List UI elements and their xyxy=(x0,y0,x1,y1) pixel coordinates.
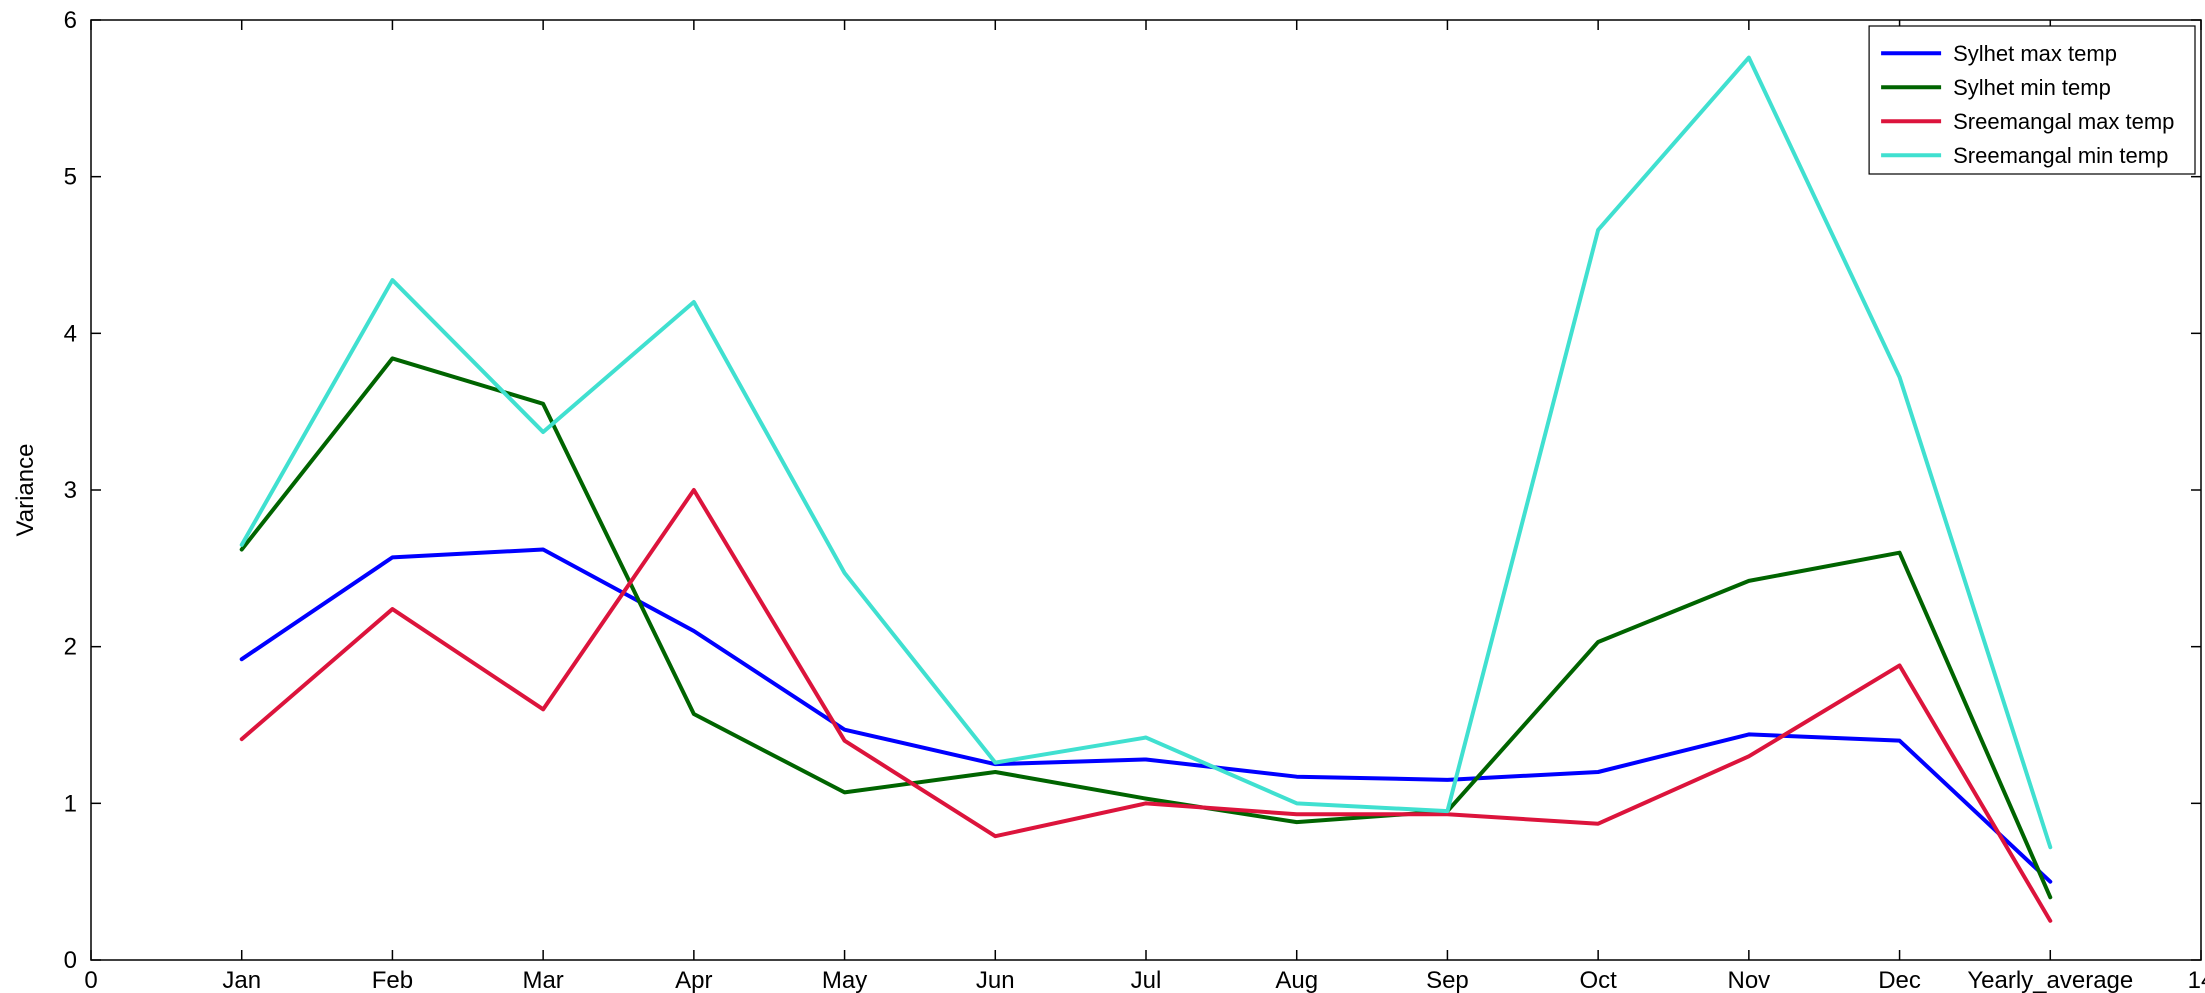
y-tick-label: 3 xyxy=(64,477,77,504)
legend-label: Sreemangal min temp xyxy=(1953,143,2168,168)
y-axis-label: Variance xyxy=(12,444,39,537)
y-tick-label: 6 xyxy=(64,7,77,34)
x-tick-label: 14 xyxy=(2188,967,2205,993)
legend-label: Sreemangal max temp xyxy=(1953,109,2174,134)
x-tick-label: Feb xyxy=(372,967,413,993)
y-tick-label: 5 xyxy=(64,164,77,191)
x-tick-label: Nov xyxy=(1728,967,1771,993)
chart-svg: 0 1 2 3 4 5 6 0 Jan Feb Mar Apr May Jun Jul Aug Sep Oct No… xyxy=(0,0,2205,993)
x-tick-label: Aug xyxy=(1275,967,1318,993)
x-tick-label: Apr xyxy=(675,967,712,993)
x-tick-label: Oct xyxy=(1579,967,1617,993)
y-tick-label: 1 xyxy=(64,790,77,817)
y-tick-label: 4 xyxy=(64,320,77,347)
variance-line-chart: 0 1 2 3 4 5 6 0 Jan Feb Mar Apr May Jun Jul Aug Sep Oct No… xyxy=(0,0,2205,993)
y-tick-label: 0 xyxy=(64,947,77,974)
x-tick-label: Jun xyxy=(976,967,1015,993)
x-tick-label: Mar xyxy=(522,967,563,993)
legend-label: Sylhet max temp xyxy=(1953,41,2117,66)
x-tick-label: Sep xyxy=(1426,967,1469,993)
x-tick-label: Yearly_average xyxy=(1967,967,2133,993)
x-tick-label: Jan xyxy=(222,967,261,993)
legend-label: Sylhet min temp xyxy=(1953,75,2111,100)
x-tick-label: Jul xyxy=(1131,967,1162,993)
x-tick-label: Dec xyxy=(1878,967,1921,993)
x-tick-label: May xyxy=(822,967,867,993)
y-tick-label: 2 xyxy=(64,634,77,661)
x-tick-label: 0 xyxy=(84,967,97,993)
